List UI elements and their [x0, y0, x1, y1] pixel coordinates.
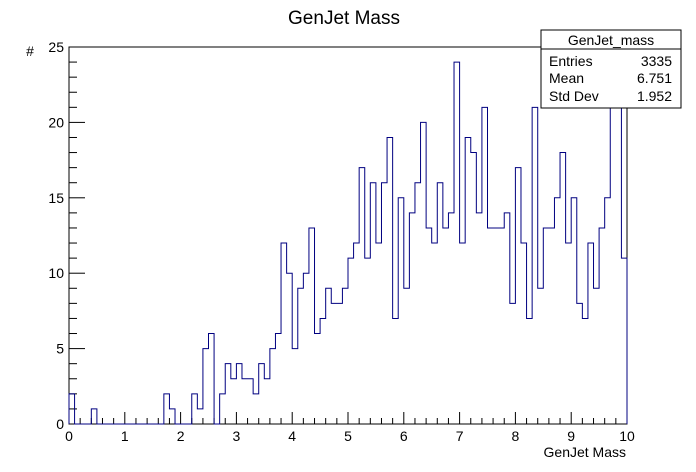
x-tick-label: 7	[456, 428, 464, 444]
x-tick-label: 8	[512, 428, 520, 444]
stats-box-frame	[540, 29, 682, 109]
y-tick-label: 25	[48, 39, 64, 55]
stats-mean-value: 6.751	[637, 70, 672, 86]
stats-box: GenJet_mass Entries 3335 Mean 6.751 Std …	[540, 29, 682, 109]
x-tick-label: 3	[233, 428, 241, 444]
stats-entries-label: Entries	[549, 53, 593, 69]
x-tick-label: 4	[288, 428, 296, 444]
chart-title: GenJet Mass	[288, 8, 400, 29]
y-axis-label: #	[26, 43, 34, 59]
y-tick-label: 10	[48, 265, 64, 281]
stats-entries-value: 3335	[641, 53, 672, 69]
x-tick-label: 9	[567, 428, 575, 444]
stats-box-name: GenJet_mass	[568, 32, 654, 48]
y-tick-label: 0	[56, 416, 64, 432]
x-tick-label: 1	[121, 428, 129, 444]
x-tick-label: 0	[65, 428, 73, 444]
y-tick-label: 15	[48, 190, 64, 206]
axis-tick-labels: 0 1 2 3 4 5 6 7 8 9 10 0 5 10 15 20 25	[48, 39, 635, 444]
x-axis-label: GenJet Mass	[544, 444, 626, 460]
y-tick-label: 5	[56, 341, 64, 357]
stats-stddev-label: Std Dev	[549, 88, 599, 104]
stats-stddev-value: 1.952	[637, 88, 672, 104]
x-tick-label: 2	[177, 428, 185, 444]
x-tick-label: 5	[344, 428, 352, 444]
stats-mean-label: Mean	[549, 70, 584, 86]
y-tick-label: 20	[48, 114, 64, 130]
histogram-line	[68, 61, 628, 425]
x-tick-label: 10	[619, 428, 635, 444]
x-tick-label: 6	[400, 428, 408, 444]
